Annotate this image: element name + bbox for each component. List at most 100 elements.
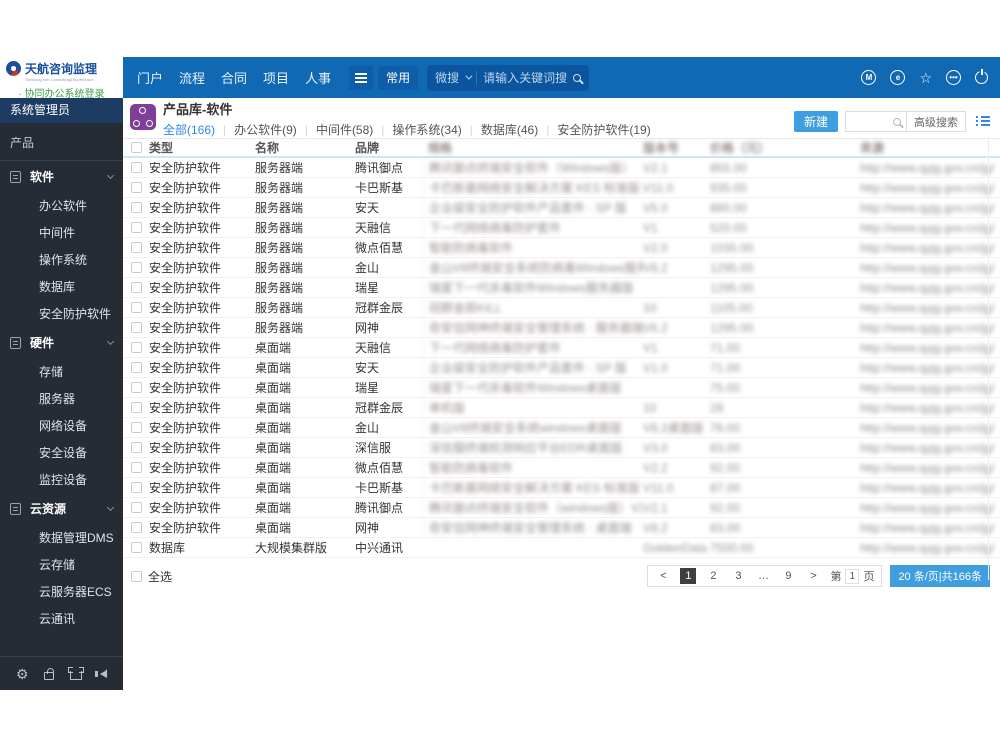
header-checkbox[interactable] (131, 142, 142, 153)
cell-name[interactable]: 服务器端 (255, 321, 304, 335)
row-checkbox[interactable] (131, 402, 142, 413)
sidebar-item-1-0[interactable]: 存储 (39, 365, 64, 379)
cell-name[interactable]: 桌面端 (255, 461, 292, 475)
select-all-checkbox[interactable] (131, 570, 142, 582)
cell-name[interactable]: 服务器端 (255, 281, 304, 295)
favorites-star-icon[interactable]: ☆ (919, 69, 932, 86)
sidebar-group-1[interactable]: 硬件 (0, 327, 123, 358)
sidebar-item-0-1[interactable]: 中间件 (39, 226, 76, 240)
sidebar-item-1-3[interactable]: 安全设备 (39, 446, 88, 460)
row-checkbox[interactable] (131, 542, 142, 553)
tab-3[interactable]: 操作系统(34) (392, 123, 462, 137)
nav-item-0[interactable]: 门户 (137, 70, 164, 86)
row-checkbox[interactable] (131, 302, 142, 313)
settings-gear-icon[interactable]: ⚙ (15, 665, 29, 682)
row-checkbox[interactable] (131, 162, 142, 173)
next-page-button[interactable]: > (810, 570, 817, 582)
list-view-icon[interactable] (976, 116, 990, 127)
search-engine-label[interactable]: 微搜 (435, 71, 460, 85)
sidebar-item-1-2[interactable]: 网络设备 (39, 419, 88, 433)
page-size-summary[interactable]: 20 条/页|共166条 (890, 565, 990, 587)
cell-name[interactable]: 服务器端 (255, 181, 304, 195)
sidebar-item-2-3[interactable]: 云通讯 (39, 612, 76, 626)
message-icon[interactable]: M (861, 70, 877, 85)
row-checkbox[interactable] (131, 382, 142, 393)
row-checkbox[interactable] (131, 422, 142, 433)
row-checkbox[interactable] (131, 342, 142, 353)
cell-name[interactable]: 桌面端 (255, 501, 292, 515)
row-checkbox[interactable] (131, 202, 142, 213)
cell-name[interactable]: 桌面端 (255, 521, 292, 535)
sidebar-item-0-4[interactable]: 安全防护软件 (39, 307, 112, 321)
cell-name[interactable]: 服务器端 (255, 261, 304, 275)
sidebar-item-1-1[interactable]: 服务器 (39, 392, 76, 406)
row-checkbox[interactable] (131, 282, 142, 293)
cell-name[interactable]: 桌面端 (255, 381, 292, 395)
cell-name[interactable]: 桌面端 (255, 441, 292, 455)
sidebar-item-0-2[interactable]: 操作系统 (39, 253, 88, 267)
cell-name[interactable]: 桌面端 (255, 401, 292, 415)
cell-name[interactable]: 大规模集群版 (255, 541, 328, 555)
tab-0[interactable]: 全部(166) (163, 123, 216, 137)
tab-pinned-changyong[interactable]: 常用 (378, 65, 419, 90)
row-checkbox[interactable] (131, 442, 142, 453)
tab-1[interactable]: 办公软件(9) (234, 123, 297, 137)
nav-item-2[interactable]: 合同 (221, 70, 248, 86)
theme-shirt-icon[interactable] (68, 667, 85, 680)
row-checkbox[interactable] (131, 362, 142, 373)
new-button[interactable]: 新建 (793, 111, 838, 132)
row-checkbox[interactable] (131, 482, 142, 493)
search-icon[interactable] (893, 117, 901, 126)
row-checkbox[interactable] (131, 522, 142, 533)
page-button-2[interactable]: 2 (710, 570, 717, 582)
sidebar-item-2-2[interactable]: 云服务器ECS (39, 585, 112, 599)
page-button-9[interactable]: 9 (785, 570, 792, 582)
page-button-1[interactable]: 1 (680, 568, 697, 584)
row-checkbox[interactable] (131, 322, 142, 333)
row-checkbox[interactable] (131, 242, 142, 253)
global-search-box[interactable]: 微搜 请输入关键词搜 (427, 64, 590, 91)
tab-5[interactable]: 安全防护软件(19) (557, 123, 651, 137)
tab-2[interactable]: 中间件(58) (315, 123, 374, 137)
sidebar-group-2[interactable]: 云资源 (0, 493, 123, 524)
cell-name[interactable]: 桌面端 (255, 481, 292, 495)
sidebar-item-0-3[interactable]: 数据库 (39, 280, 76, 294)
more-options-icon[interactable]: ••• (946, 70, 961, 85)
oa-login-link[interactable]: · 协同办公系统登录 (18, 89, 105, 100)
sidebar-item-2-0[interactable]: 数据管理DMS (39, 531, 114, 545)
lock-icon[interactable] (44, 668, 55, 680)
sound-speaker-icon[interactable] (95, 666, 108, 678)
e-service-icon[interactable]: e (890, 70, 906, 85)
cell-name[interactable]: 服务器端 (255, 241, 304, 255)
cell-name[interactable]: 桌面端 (255, 361, 292, 375)
sidebar-item-1-4[interactable]: 监控设备 (39, 473, 88, 487)
row-checkbox[interactable] (131, 262, 142, 273)
cell-name[interactable]: 服务器端 (255, 161, 304, 175)
page-jump-input[interactable]: 1 (845, 568, 860, 584)
nav-item-4[interactable]: 人事 (305, 70, 332, 86)
nav-item-3[interactable]: 项目 (263, 70, 290, 86)
row-checkbox[interactable] (131, 182, 142, 193)
more-menu-button[interactable] (349, 65, 374, 90)
nav-item-1[interactable]: 流程 (179, 70, 206, 86)
prev-page-button[interactable]: < (660, 570, 667, 582)
global-search-placeholder[interactable]: 请输入关键词搜 (483, 71, 568, 85)
advanced-search-button[interactable]: 高级搜索 (906, 112, 965, 131)
cell-name[interactable]: 服务器端 (255, 301, 304, 315)
search-icon[interactable] (573, 73, 582, 82)
table-search-input[interactable] (846, 112, 888, 131)
sidebar-item-0-0[interactable]: 办公软件 (39, 199, 88, 213)
row-checkbox[interactable] (131, 222, 142, 233)
row-checkbox[interactable] (131, 462, 142, 473)
cell-name[interactable]: 服务器端 (255, 221, 304, 235)
page-button-3[interactable]: 3 (735, 570, 742, 582)
row-checkbox-cell (123, 342, 149, 353)
cell-name[interactable]: 桌面端 (255, 341, 292, 355)
sidebar-item-2-1[interactable]: 云存储 (39, 558, 76, 572)
sidebar-group-0[interactable]: 软件 (0, 161, 123, 192)
cell-name[interactable]: 服务器端 (255, 201, 304, 215)
cell-name[interactable]: 桌面端 (255, 421, 292, 435)
tab-4[interactable]: 数据库(46) (480, 123, 539, 137)
row-checkbox[interactable] (131, 502, 142, 513)
power-logout-icon[interactable] (975, 71, 988, 84)
